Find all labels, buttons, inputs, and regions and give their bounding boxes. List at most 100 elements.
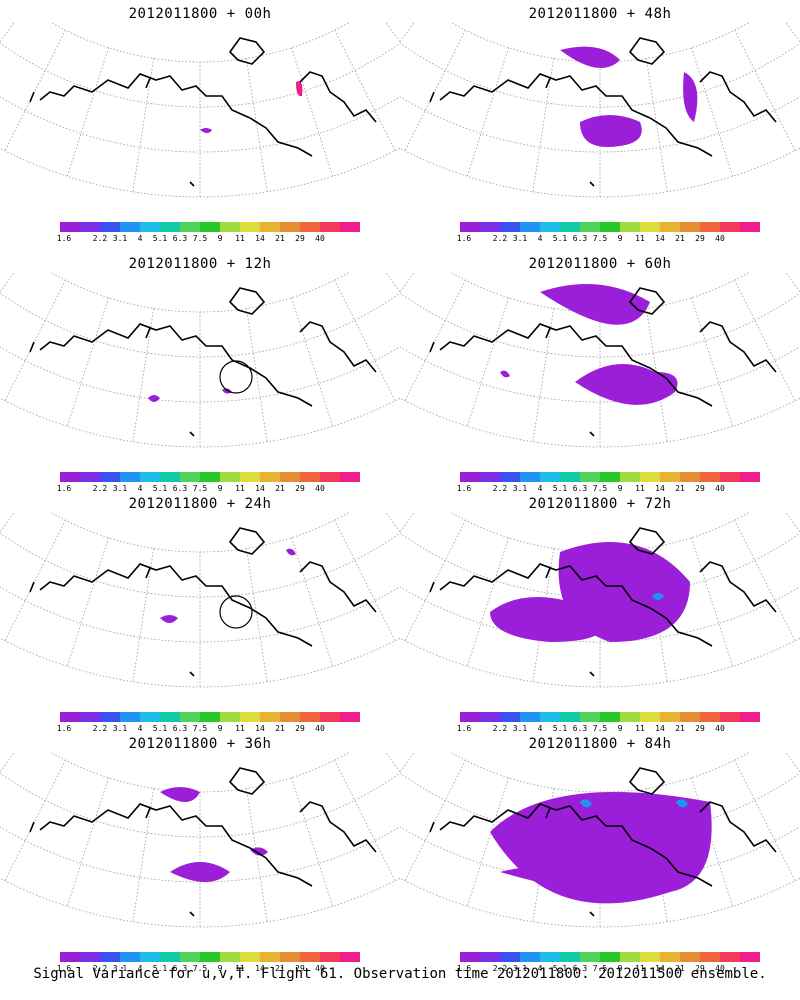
coastline [29, 37, 377, 187]
colorbar-tick-label: 11 [635, 964, 645, 973]
colorbar-segment [240, 222, 260, 232]
colorbar-segment [680, 712, 700, 722]
colorbar-segment [180, 222, 200, 232]
graticule-arc [0, 532, 400, 598]
colorbar-tick-label: 21 [675, 724, 685, 733]
graticule-arc [400, 877, 800, 928]
colorbar-segment [700, 712, 720, 722]
colorbar-tick-label: 1.6 [56, 964, 72, 973]
colorbar-tick-label: 4 [137, 234, 143, 243]
colorbar-tick-label: 21 [275, 234, 285, 243]
colorbar-tick-label: 14 [255, 724, 265, 733]
colorbar-tick-label: 1.6 [456, 724, 472, 733]
polar-map [0, 752, 400, 928]
colorbar-tick-label: 5.1 [152, 484, 168, 493]
colorbar-tick-label: 7.5 [592, 964, 608, 973]
graticule-meridian [691, 777, 734, 907]
map-panel: 2012011800 + 48h 1.6 2.2 3.1 4 5.1 6.3 7.5 9 11 14… [400, 0, 800, 250]
colorbar-segment [160, 472, 180, 482]
graticule-meridian [466, 777, 509, 907]
colorbar-segment [260, 472, 280, 482]
colorbar-tick-label: 9 [617, 234, 623, 243]
colorbar-segment [620, 712, 640, 722]
colorbar-tick-label: 6.3 [572, 724, 588, 733]
graticule-arc [0, 637, 400, 688]
colorbar-tick-label: 6.3 [172, 724, 188, 733]
graticule-arc [0, 346, 400, 403]
graticule-meridian [66, 47, 109, 177]
colorbar-segment [460, 222, 480, 232]
colorbar-segment [580, 222, 600, 232]
graticule-meridian [132, 548, 155, 682]
graticule-meridian [734, 279, 796, 401]
colorbar-segment [320, 222, 340, 232]
variance-region [676, 799, 688, 808]
graticule-meridian [385, 752, 400, 773]
colorbar-segment [560, 222, 580, 232]
colorbar-tick-label: 3.1 [512, 234, 528, 243]
colorbar-tick-label: 3.1 [112, 964, 128, 973]
map-panel: 2012011800 + 12h 1.6 2.2 3.1 4 5.1 6.3 7.5 9 11 14… [0, 250, 400, 500]
colorbar-tick-label: 4 [137, 484, 143, 493]
colorbar-segment [520, 952, 540, 962]
colorbar-segment [340, 712, 360, 722]
colorbar-segment [740, 952, 760, 962]
variance-region [580, 799, 592, 808]
colorbar-tick-label: 11 [235, 484, 245, 493]
colorbar-tick-label: 6.3 [572, 484, 588, 493]
graticule-meridian [66, 297, 109, 427]
colorbar [460, 952, 760, 962]
map-panel: 2012011800 + 72h 1.6 2.2 3.1 4 5.1 6.3 7.5 9 11 14… [400, 490, 800, 740]
colorbar-segment [300, 952, 320, 962]
colorbar-segment [540, 952, 560, 962]
colorbar-tick-label: 6.3 [572, 964, 588, 973]
graticule-meridian [785, 272, 800, 293]
colorbar-tick-label: 21 [275, 724, 285, 733]
variance-region [160, 615, 178, 623]
colorbar-tick-label: 14 [255, 484, 265, 493]
colorbar-segment [280, 712, 300, 722]
colorbar [60, 222, 360, 232]
colorbar-tick-label: 3.1 [512, 964, 528, 973]
colorbar-segment [120, 472, 140, 482]
coastline [429, 287, 777, 437]
colorbar-tick-label: 6.3 [172, 484, 188, 493]
colorbar-segment [720, 472, 740, 482]
colorbar-segment [640, 952, 660, 962]
colorbar-segment [100, 472, 120, 482]
variance-region [148, 395, 160, 402]
colorbar-segment [480, 952, 500, 962]
colorbar-segment [600, 222, 620, 232]
variance-region [296, 81, 303, 97]
graticule-arc [400, 346, 800, 403]
coastline [429, 767, 777, 917]
colorbar-tick-label: 3.1 [112, 484, 128, 493]
colorbar-segment [600, 472, 620, 482]
variance-region [170, 862, 230, 882]
colorbar-labels: 1.6 2.2 3.1 4 5.1 6.3 7.5 9 11 14 21 29 40 [456, 484, 760, 496]
colorbar-tick-label: 7.5 [192, 724, 208, 733]
colorbar-tick-label: 14 [655, 964, 665, 973]
graticule-meridian [691, 537, 734, 667]
colorbar-tick-label: 40 [315, 724, 325, 733]
colorbar-tick-label: 6.3 [572, 234, 588, 243]
graticule-meridian [466, 47, 509, 177]
colorbar-segment [580, 472, 600, 482]
colorbar-segment [500, 472, 520, 482]
variance-region [250, 847, 268, 856]
colorbar-tick-label: 9 [217, 724, 223, 733]
colorbar-tick-label: 14 [655, 484, 665, 493]
colorbar-segment [220, 712, 240, 722]
colorbar-segment [60, 712, 80, 722]
colorbar-segment [500, 952, 520, 962]
colorbar-tick-label: 1.6 [456, 964, 472, 973]
colorbar-segment [300, 472, 320, 482]
variance-region [580, 115, 642, 147]
colorbar-tick-label: 1.6 [456, 484, 472, 493]
colorbar-segment [580, 952, 600, 962]
colorbar-segment [540, 712, 560, 722]
colorbar-tick-label: 21 [275, 484, 285, 493]
graticule-meridian [400, 22, 415, 43]
coastline [29, 767, 377, 917]
colorbar-tick-label: 29 [695, 724, 705, 733]
